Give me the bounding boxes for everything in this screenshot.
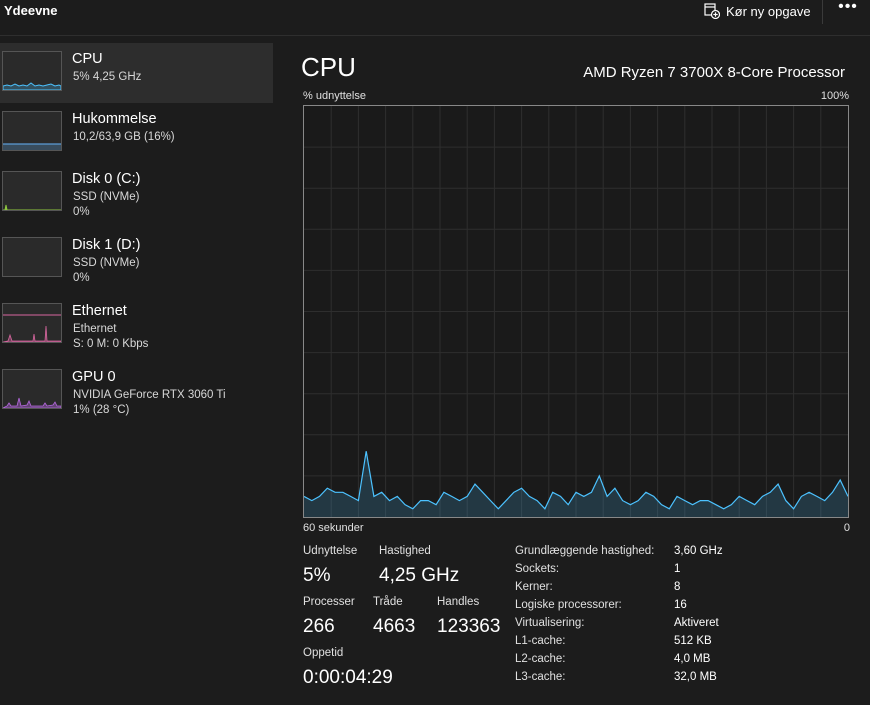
processes-value: 266	[303, 616, 335, 637]
new-task-icon	[704, 3, 720, 19]
spec-label-base-speed: Grundlæggende hastighed:	[515, 545, 655, 557]
graph-x-end-label: 0	[843, 522, 850, 534]
cpu-detail-panel: CPU AMD Ryzen 7 3700X 8-Core Processor %…	[290, 36, 870, 705]
spec-label-l1-cache: L1-cache:	[515, 635, 566, 647]
run-new-task-button[interactable]: Kør ny opgave	[704, 2, 811, 20]
processes-label: Processer	[303, 596, 355, 608]
run-new-task-label: Kør ny opgave	[726, 3, 811, 19]
sidebar-item-name: Ethernet	[72, 303, 127, 319]
sidebar-item-name: Hukommelse	[72, 111, 157, 127]
utilization-value: 5%	[303, 565, 331, 586]
speed-value: 4,25 GHz	[379, 565, 460, 586]
graph-y-label: % udnyttelse	[303, 90, 366, 102]
sidebar-item-throughput: S: 0 M: 0 Kbps	[73, 338, 149, 350]
utilization-label: Udnyttelse	[303, 545, 358, 557]
spec-label-virtualization: Virtualisering:	[515, 617, 585, 629]
title-bar: Ydeevne Kør ny opgave •••	[0, 0, 870, 36]
spec-label-l2-cache: L2-cache:	[515, 653, 566, 665]
sidebar-item-detail: 10,2/63,9 GB (16%)	[73, 131, 175, 143]
spec-label-sockets: Sockets:	[515, 563, 560, 575]
spec-value-logical-processors: 16	[674, 599, 687, 611]
cpu-usage-area	[304, 451, 848, 517]
spec-label-logical-processors: Logiske processorer:	[515, 599, 622, 611]
sidebar-item-ethernet[interactable]: Ethernet Ethernet S: 0 M: 0 Kbps	[0, 295, 273, 355]
cpu-usage-line	[304, 451, 848, 510]
sidebar-item-type: SSD (NVMe)	[73, 257, 140, 269]
sidebar-item-name: CPU	[72, 51, 103, 67]
spec-value-l2-cache: 4,0 MB	[674, 653, 711, 665]
spec-value-cores: 8	[674, 581, 681, 593]
spec-value-l3-cache: 32,0 MB	[674, 671, 717, 683]
handles-label: Handles	[437, 596, 480, 608]
sidebar-item-name: Disk 0 (C:)	[72, 171, 141, 187]
spec-label-cores: Kerner:	[515, 581, 553, 593]
sidebar-item-model: NVIDIA GeForce RTX 3060 Ti	[73, 389, 226, 401]
sidebar-item-name: GPU 0	[72, 369, 116, 385]
uptime-label: Oppetid	[303, 647, 344, 659]
sidebar-item-usage: 0%	[73, 206, 90, 218]
sidebar-item-cpu[interactable]: CPU 5% 4,25 GHz	[0, 43, 273, 103]
sidebar-item-name: Disk 1 (D:)	[72, 237, 141, 253]
toolbar-divider	[822, 0, 823, 24]
memory-thumbnail-graph	[2, 111, 62, 151]
speed-label: Hastighed	[379, 545, 431, 557]
spec-value-virtualization: Aktiveret	[674, 617, 719, 629]
cpu-utilization-graph	[303, 105, 849, 518]
sidebar-item-gpu-0[interactable]: GPU 0 NVIDIA GeForce RTX 3060 Ti 1% (28 …	[0, 361, 273, 421]
sidebar-item-usage: 1% (28 °C)	[73, 404, 130, 416]
performance-sidebar: CPU 5% 4,25 GHz Hukommelse 10,2/63,9 GB …	[0, 36, 275, 705]
sidebar-item-detail: 5% 4,25 GHz	[73, 71, 142, 83]
cpu-graph-canvas	[304, 106, 848, 517]
disk-0-thumbnail-graph	[2, 171, 62, 211]
sidebar-item-usage: 0%	[73, 272, 90, 284]
sidebar-item-adapter: Ethernet	[73, 323, 117, 335]
threads-value: 4663	[373, 616, 416, 637]
gpu-thumbnail-graph	[2, 369, 62, 409]
graph-y-max-label: 100%	[820, 90, 849, 102]
cpu-thumbnail-graph	[2, 51, 62, 91]
spec-value-sockets: 1	[674, 563, 681, 575]
more-options-button[interactable]: •••	[838, 0, 858, 15]
sidebar-item-disk-0[interactable]: Disk 0 (C:) SSD (NVMe) 0%	[0, 163, 273, 223]
uptime-value: 0:00:04:29	[303, 667, 393, 688]
spec-label-l3-cache: L3-cache:	[515, 671, 566, 683]
cpu-model-name: AMD Ryzen 7 3700X 8-Core Processor	[583, 64, 845, 81]
disk-1-thumbnail-graph	[2, 237, 62, 277]
sidebar-item-type: SSD (NVMe)	[73, 191, 140, 203]
spec-value-base-speed: 3,60 GHz	[674, 545, 723, 557]
threads-label: Tråde	[373, 596, 403, 608]
handles-value: 123363	[437, 616, 501, 637]
detail-title: CPU	[301, 52, 356, 82]
ethernet-thumbnail-graph	[2, 303, 62, 343]
page-title: Ydeevne	[4, 3, 58, 18]
graph-x-start-label: 60 sekunder	[303, 522, 364, 534]
spec-value-l1-cache: 512 KB	[674, 635, 712, 647]
sidebar-item-disk-1[interactable]: Disk 1 (D:) SSD (NVMe) 0%	[0, 229, 273, 289]
sidebar-item-memory[interactable]: Hukommelse 10,2/63,9 GB (16%)	[0, 103, 273, 163]
